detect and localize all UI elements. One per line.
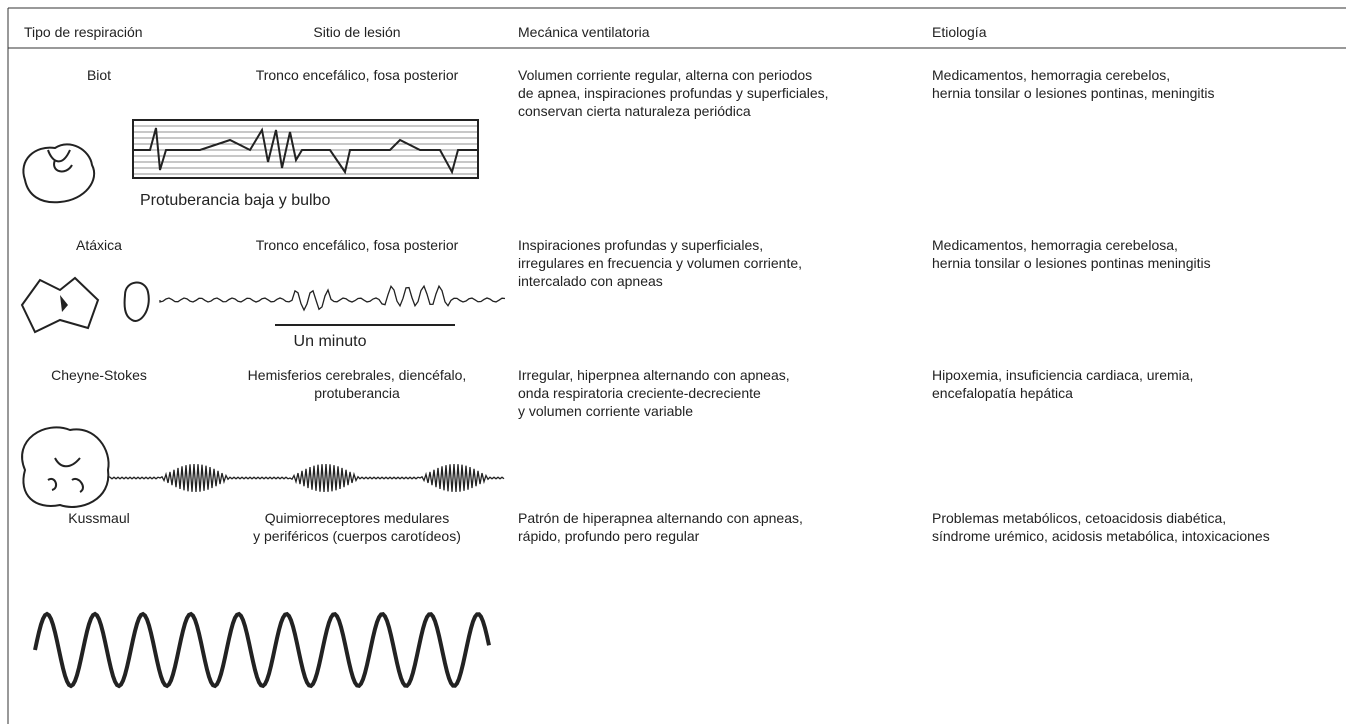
- etiology-text: Medicamentos, hemorragia cerebelosa,: [932, 237, 1178, 253]
- site-text: protuberancia: [314, 385, 400, 401]
- header-cell: Mecánica ventilatoria: [518, 24, 650, 40]
- biot-trace: [133, 127, 478, 175]
- kussmaul-trace: [33, 611, 491, 689]
- medulla-sketch: [20, 276, 100, 334]
- type-text: Biot: [86, 67, 112, 83]
- site-text: Quimiorreceptores medulares: [264, 510, 450, 526]
- site-text: Hemisferios cerebrales, diencéfalo,: [247, 367, 467, 383]
- pons-sketch: [123, 281, 150, 322]
- mechanics-text: Volumen corriente regular, alterna con p…: [518, 67, 813, 83]
- site-text: y periféricos (cuerpos carotídeos): [253, 528, 461, 544]
- site-text: Tronco encefálico, fosa posterior: [255, 237, 459, 253]
- mechanics-text: onda respiratoria creciente-decreciente: [518, 385, 761, 401]
- header-cell: Etiología: [932, 24, 987, 40]
- type-text: Atáxica: [76, 237, 122, 253]
- mechanics-text: Inspiraciones profundas y superficiales,: [518, 237, 764, 253]
- mechanics-text: de apnea, inspiraciones profundas y supe…: [518, 85, 829, 101]
- ataxic-trace: [159, 284, 506, 312]
- etiology-text: Problemas metabólicos, cetoacidosis diab…: [932, 510, 1227, 526]
- etiology-text: hernia tonsilar o lesiones pontinas meni…: [932, 255, 1211, 271]
- figure-caption: Un minuto: [293, 333, 367, 350]
- etiology-text: Hipoxemia, insuficiencia cardiaca, uremi…: [932, 367, 1194, 383]
- header-cell: Sitio de lesión: [313, 24, 401, 40]
- mechanics-text: Patrón de hiperapnea alternando con apne…: [518, 510, 803, 526]
- etiology-text: síndrome urémico, acidosis metabólica, i…: [932, 528, 1270, 544]
- figure-caption: Protuberancia baja y bulbo: [140, 192, 331, 209]
- type-text: Cheyne-Stokes: [51, 367, 147, 383]
- header-cell: Tipo de respiración: [24, 24, 143, 40]
- mechanics-text: rápido, profundo pero regular: [518, 528, 700, 544]
- etiology-text: Medicamentos, hemorragia cerebelos,: [932, 67, 1171, 83]
- mechanics-text: Irregular, hiperpnea alternando con apne…: [518, 367, 790, 383]
- brain-section-sketch: [21, 426, 110, 508]
- mechanics-text: y volumen corriente variable: [518, 403, 694, 419]
- etiology-text: hernia tonsilar o lesiones pontinas, men…: [932, 85, 1215, 101]
- site-text: Tronco encefálico, fosa posterior: [255, 67, 459, 83]
- cheyne-stokes-trace: [109, 463, 505, 493]
- medulla-dot: [60, 295, 68, 312]
- type-text: Kussmaul: [68, 510, 130, 526]
- etiology-text: encefalopatía hepática: [932, 385, 1073, 401]
- mechanics-text: intercalado con apneas: [518, 273, 663, 289]
- brainstem-detail: [47, 149, 73, 173]
- brainstem-sketch: [22, 143, 96, 204]
- mechanics-text: irregulares en frecuencia y volumen corr…: [518, 255, 803, 271]
- mechanics-text: conservan cierta naturaleza periódica: [518, 103, 751, 119]
- brain-section-detail: [47, 457, 84, 493]
